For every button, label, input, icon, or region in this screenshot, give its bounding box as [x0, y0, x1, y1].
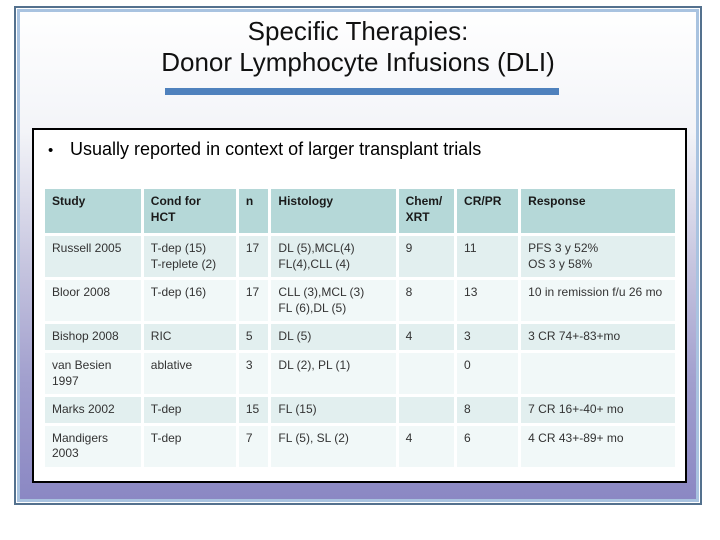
table-cell: [521, 352, 675, 395]
table-cell: FL (15): [271, 397, 396, 423]
column-header: Histology: [271, 189, 396, 233]
table-cell: van Besien 1997: [45, 352, 141, 395]
table-cell: Bishop 2008: [45, 324, 141, 350]
table-cell: 5: [238, 324, 269, 350]
table-cell: 3: [238, 352, 269, 395]
table-cell: DL (5): [271, 324, 396, 350]
content-box: • Usually reported in context of larger …: [32, 128, 687, 483]
table-cell: 4 CR 43+-89+ mo: [521, 425, 675, 467]
table-cell: 9: [398, 236, 455, 278]
table-cell: 15: [238, 397, 269, 423]
table-cell: 8: [457, 397, 519, 423]
table-cell: DL (2), PL (1): [271, 352, 396, 395]
table-cell: 7: [238, 425, 269, 467]
table-row: Bishop 2008 RIC 5 DL (5) 4 3 3 CR 74+-83+mo: [45, 324, 675, 350]
table-cell: ablative: [143, 352, 236, 395]
table-cell: 3: [457, 324, 519, 350]
table-cell: 17: [238, 280, 269, 322]
bullet-item: • Usually reported in context of larger …: [34, 130, 685, 160]
dli-study-table: Study Cond for HCT n Histology Chem/ XRT CR/P…: [42, 186, 678, 470]
table-cell: Marks 2002: [45, 397, 141, 423]
title-underline: [165, 88, 559, 95]
column-header: n: [238, 189, 269, 233]
table-cell: 0: [457, 352, 519, 395]
table-cell: Russell 2005: [45, 236, 141, 278]
table-cell: 10 in remission f/u 26 mo: [521, 280, 675, 322]
column-header: Response: [521, 189, 675, 233]
table-cell: 13: [457, 280, 519, 322]
table-cell: 6: [457, 425, 519, 467]
table-cell: [398, 397, 455, 423]
table-cell: 8: [398, 280, 455, 322]
column-header: Cond for HCT: [143, 189, 236, 233]
column-header: Study: [45, 189, 141, 233]
slide-background: Specific Therapies: Donor Lymphocyte Inf…: [14, 6, 702, 505]
table-header-row: Study Cond for HCT n Histology Chem/ XRT CR/P…: [45, 189, 675, 233]
table-cell: PFS 3 y 52% OS 3 y 58%: [521, 236, 675, 278]
table-cell: 3 CR 74+-83+mo: [521, 324, 675, 350]
table-row: Marks 2002 T-dep 15 FL (15) 8 7 CR 16+-40+ mo: [45, 397, 675, 423]
table-cell: Mandigers 2003: [45, 425, 141, 467]
table-row: Mandigers 2003 T-dep 7 FL (5), SL (2) 4 6 4 CR…: [45, 425, 675, 467]
slide-title: Specific Therapies: Donor Lymphocyte Inf…: [16, 16, 700, 78]
table-row: Russell 2005 T-dep (15) T-replete (2) 17 DL…: [45, 236, 675, 278]
table-cell: 4: [398, 324, 455, 350]
table-cell: 11: [457, 236, 519, 278]
table-body: Russell 2005 T-dep (15) T-replete (2) 17 DL…: [45, 236, 675, 467]
column-header: Chem/ XRT: [398, 189, 455, 233]
title-line-2: Donor Lymphocyte Infusions (DLI): [161, 47, 555, 77]
table-cell: T-dep: [143, 425, 236, 467]
table-cell: RIC: [143, 324, 236, 350]
table-cell: 17: [238, 236, 269, 278]
table-row: van Besien 1997 ablative 3 DL (2), PL (1) 0: [45, 352, 675, 395]
table-cell: 7 CR 16+-40+ mo: [521, 397, 675, 423]
bullet-text: Usually reported in context of larger tr…: [70, 139, 482, 159]
column-header: CR/PR: [457, 189, 519, 233]
bullet-marker: •: [48, 142, 54, 159]
table-cell: FL (5), SL (2): [271, 425, 396, 467]
table-cell: 4: [398, 425, 455, 467]
table-row: Bloor 2008 T-dep (16) 17 CLL (3),MCL (3) FL…: [45, 280, 675, 322]
table-cell: DL (5),MCL(4) FL(4),CLL (4): [271, 236, 396, 278]
table-cell: [398, 352, 455, 395]
table-cell: T-dep (16): [143, 280, 236, 322]
table-cell: T-dep (15) T-replete (2): [143, 236, 236, 278]
table-cell: Bloor 2008: [45, 280, 141, 322]
table-cell: T-dep: [143, 397, 236, 423]
table-cell: CLL (3),MCL (3) FL (6),DL (5): [271, 280, 396, 322]
title-line-1: Specific Therapies:: [247, 16, 469, 46]
